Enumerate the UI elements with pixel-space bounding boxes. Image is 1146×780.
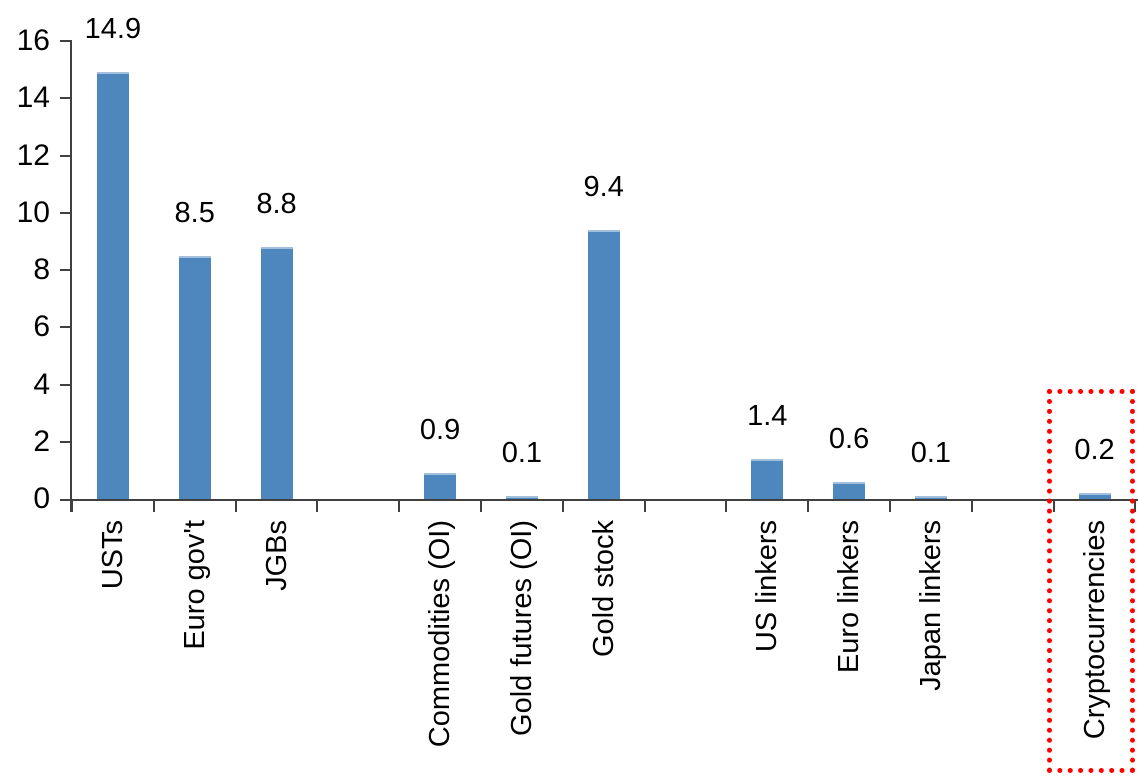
x-axis-tick [316,499,319,512]
y-axis-tick [60,211,72,214]
category-label-euro-linkers: Euro linkers [833,520,866,674]
category-label-jgbs: JGBs [260,520,293,591]
y-tick-label: 12 [16,138,50,172]
y-axis-tick [60,40,72,42]
x-axis-tick [71,499,73,512]
y-axis-tick [60,326,72,329]
y-axis-tick [60,440,72,443]
bar-euro-linkers [833,481,866,499]
value-label-cryptocurrencies: 0.2 [1074,434,1115,467]
y-axis-tick [60,154,72,157]
value-label-gold-stock: 9.4 [583,170,624,203]
value-label-gold-futures-oi: 0.1 [501,437,543,470]
y-axis-tick [60,383,72,386]
x-axis-tick [889,499,891,512]
bar-gold-stock [587,229,620,499]
category-label-gold-futures-oi: Gold futures (OI) [505,520,538,736]
y-tick-label: 2 [33,424,50,458]
y-tick-label: 14 [16,81,50,115]
value-label-euro-govt: 8.5 [174,196,215,229]
x-axis-tick [152,499,155,512]
y-tick-label: 16 [16,24,50,57]
value-label-japan-linkers: 0.1 [910,437,952,470]
category-label-us-linkers: US linkers [751,520,784,653]
x-axis-tick [398,499,401,512]
y-tick-label: 0 [33,482,50,515]
value-label-commodities-oi: 0.9 [419,414,461,447]
y-axis-tick [60,97,72,100]
bar-euro-govt [178,255,211,499]
highlight-box-cryptocurrencies [1047,389,1135,773]
category-label-euro-govt: Euro gov't [178,520,211,650]
bar-commodities-oi [424,473,457,499]
value-label-euro-linkers: 0.6 [828,422,870,455]
x-axis-tick [970,499,973,512]
x-axis-tick [725,499,728,512]
value-label-us-linkers: 1.4 [747,399,788,432]
y-tick-label: 6 [33,310,50,344]
category-label-commodities-oi: Commodities (OI) [424,520,457,748]
value-label-usts: 14.9 [84,13,142,46]
category-label-japan-linkers: Japan linkers [914,520,947,691]
bar-usts [96,72,129,499]
y-axis-tick [60,499,72,501]
y-tick-label: 4 [33,367,50,401]
x-axis-tick [1052,499,1055,512]
x-axis-tick [643,499,646,512]
category-label-gold-stock: Gold stock [587,520,620,657]
x-axis-tick [480,499,482,512]
bar-cryptocurrencies [1078,493,1111,499]
bar-gold-futures-oi [505,496,538,499]
bar-jgbs [260,247,293,499]
y-axis-line [70,41,72,512]
y-axis-tick [60,269,72,271]
x-axis-tick [234,499,237,512]
x-axis-line [60,499,1138,501]
x-axis-tick [561,499,564,512]
bar-japan-linkers [914,496,947,499]
x-axis-tick [807,499,810,512]
category-label-usts: USTs [96,520,129,590]
value-label-jgbs: 8.8 [256,188,297,221]
y-tick-label: 8 [33,253,50,286]
bar-us-linkers [751,458,784,499]
y-tick-label: 10 [16,195,50,229]
x-axis-tick [1134,499,1137,512]
